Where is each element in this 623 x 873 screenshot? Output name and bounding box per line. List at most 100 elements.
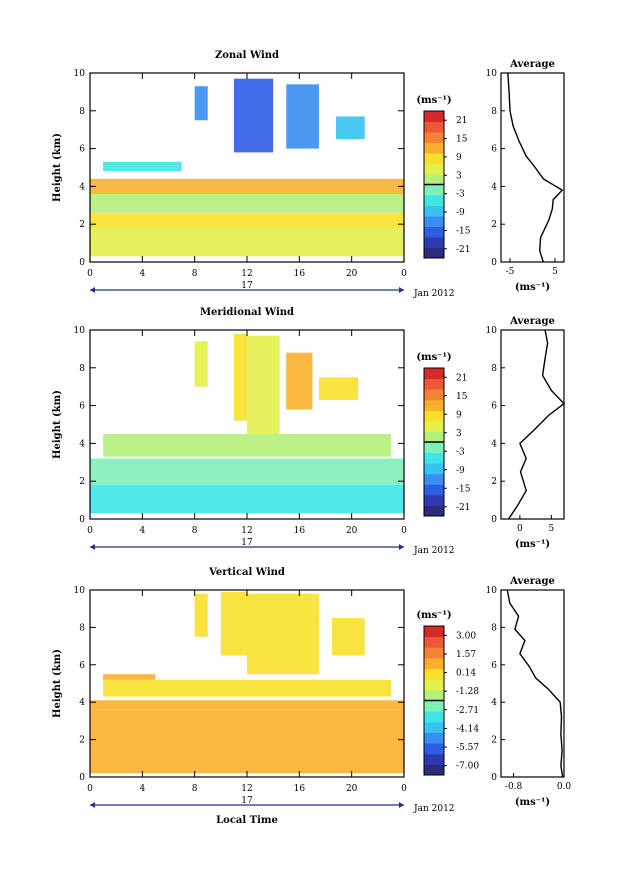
profile-y-tick-label: 0 — [491, 258, 497, 268]
date-label: Jan 2012 — [413, 289, 455, 299]
heat-cell — [318, 377, 359, 400]
panel-title: Vertical Wind — [208, 567, 285, 578]
profile-x-tick-label: -5 — [506, 267, 515, 277]
heat-cell — [233, 333, 247, 421]
profile-y-tick-label: 6 — [491, 402, 497, 412]
heat-cell — [90, 700, 404, 710]
colorbar-segment — [424, 743, 444, 755]
date-label: Jan 2012 — [413, 804, 455, 814]
profile-y-tick-label: 0 — [491, 773, 497, 783]
x-tick-label: 20 — [346, 526, 358, 536]
colorbar-segment — [424, 689, 444, 701]
x-tick-label: 16 — [294, 269, 306, 279]
colorbar-segment — [424, 700, 444, 712]
x-tick-label: 8 — [192, 784, 198, 794]
y-tick-label: 6 — [79, 661, 85, 671]
colorbar-label: (ms⁻¹) — [416, 610, 451, 621]
y-tick-label: 8 — [79, 107, 85, 117]
colorbar-tick-label: -15 — [456, 484, 471, 494]
colorbar-segment — [424, 657, 444, 670]
day-bar-arrow — [399, 287, 404, 293]
profile-x-tick-label: -0.8 — [505, 782, 523, 792]
profile-x-label: (ms⁻¹) — [515, 797, 550, 808]
y-tick-label: 2 — [79, 477, 85, 487]
profile-frame — [500, 589, 565, 778]
heat-cell — [247, 593, 319, 675]
x-tick-label: 16 — [294, 784, 306, 794]
colorbar-tick-label: 9 — [456, 410, 462, 420]
profile-y-tick-label: 6 — [491, 661, 497, 671]
x-tick-label: 4 — [139, 526, 145, 536]
heat-cell — [194, 86, 208, 121]
profile-y-tick-label: 8 — [491, 364, 497, 374]
colorbar-tick-label: 9 — [456, 153, 462, 163]
heat-cell — [335, 116, 365, 140]
profile-y-tick-label: 4 — [491, 182, 497, 192]
profile-title: Average — [509, 59, 555, 70]
colorbar-segment — [424, 442, 444, 454]
heat-cell — [103, 674, 156, 680]
heat-cell — [90, 178, 404, 194]
profile-y-tick-label: 6 — [491, 145, 497, 155]
profile-line — [506, 589, 564, 778]
heat-cell — [90, 484, 404, 514]
colorbar-tick-label: 15 — [456, 392, 468, 402]
colorbar-tick-label: -7.00 — [456, 762, 479, 772]
colorbar-segment — [424, 505, 444, 517]
profile-y-tick-label: 2 — [491, 220, 497, 230]
heat-cell — [90, 227, 404, 257]
colorbar-tick-label: 21 — [456, 116, 467, 126]
profile-x-label: (ms⁻¹) — [515, 282, 550, 293]
x-tick-label: 0 — [87, 269, 93, 279]
colorbar-segment — [424, 205, 444, 217]
colorbar-segment — [424, 431, 444, 443]
profile-x-tick-label: 0.0 — [557, 782, 572, 792]
colorbar-segment — [424, 216, 444, 227]
y-tick-label: 6 — [79, 145, 85, 155]
colorbar-tick-label: -3 — [456, 190, 465, 200]
profile-y-tick-label: 10 — [486, 326, 498, 336]
y-tick-label: 0 — [79, 773, 85, 783]
day-bar-arrow — [90, 802, 95, 808]
colorbar-segment — [424, 626, 444, 638]
heat-cell — [103, 679, 391, 697]
heat-cell — [286, 84, 319, 149]
profile-y-tick-label: 4 — [491, 698, 497, 708]
colorbar-tick-label: 3 — [456, 429, 462, 439]
colorbar-label: (ms⁻¹) — [416, 352, 451, 363]
colorbar-segment — [424, 121, 444, 133]
colorbar-segment — [424, 132, 444, 143]
colorbar-segment — [424, 399, 444, 411]
y-tick-label: 2 — [79, 220, 85, 230]
y-tick-label: 10 — [74, 586, 86, 596]
profile-line — [508, 329, 566, 520]
colorbar-segment — [424, 484, 444, 496]
profile-y-tick-label: 8 — [491, 107, 497, 117]
x-tick-label: 0 — [401, 784, 407, 794]
profile-y-tick-label: 2 — [491, 477, 497, 487]
colorbar-segment — [424, 494, 444, 506]
colorbar-segment — [424, 174, 444, 185]
day-label: 17 — [241, 281, 253, 291]
day-label: 17 — [241, 538, 253, 548]
date-label: Jan 2012 — [413, 546, 455, 556]
x-tick-label: 16 — [294, 526, 306, 536]
y-tick-label: 4 — [79, 439, 85, 449]
colorbar-tick-label: -9 — [456, 466, 465, 476]
profile-y-tick-label: 10 — [486, 69, 498, 79]
colorbar-segment — [424, 163, 444, 175]
colorbar-tick-label: 3 — [456, 171, 462, 181]
y-tick-label: 8 — [79, 623, 85, 633]
colorbar-segment — [424, 647, 444, 659]
profile-y-tick-label: 4 — [491, 439, 497, 449]
panel-title: Meridional Wind — [200, 307, 294, 318]
panel-title: Zonal Wind — [215, 50, 279, 61]
profile-y-tick-label: 8 — [491, 623, 497, 633]
heat-cell — [247, 335, 280, 434]
heat-cell — [220, 591, 247, 656]
heat-cell — [194, 341, 208, 387]
heat-cell — [90, 458, 404, 485]
x-axis-label: Local Time — [216, 815, 278, 826]
colorbar-tick-label: -21 — [456, 503, 471, 513]
colorbar-segment — [424, 378, 444, 390]
